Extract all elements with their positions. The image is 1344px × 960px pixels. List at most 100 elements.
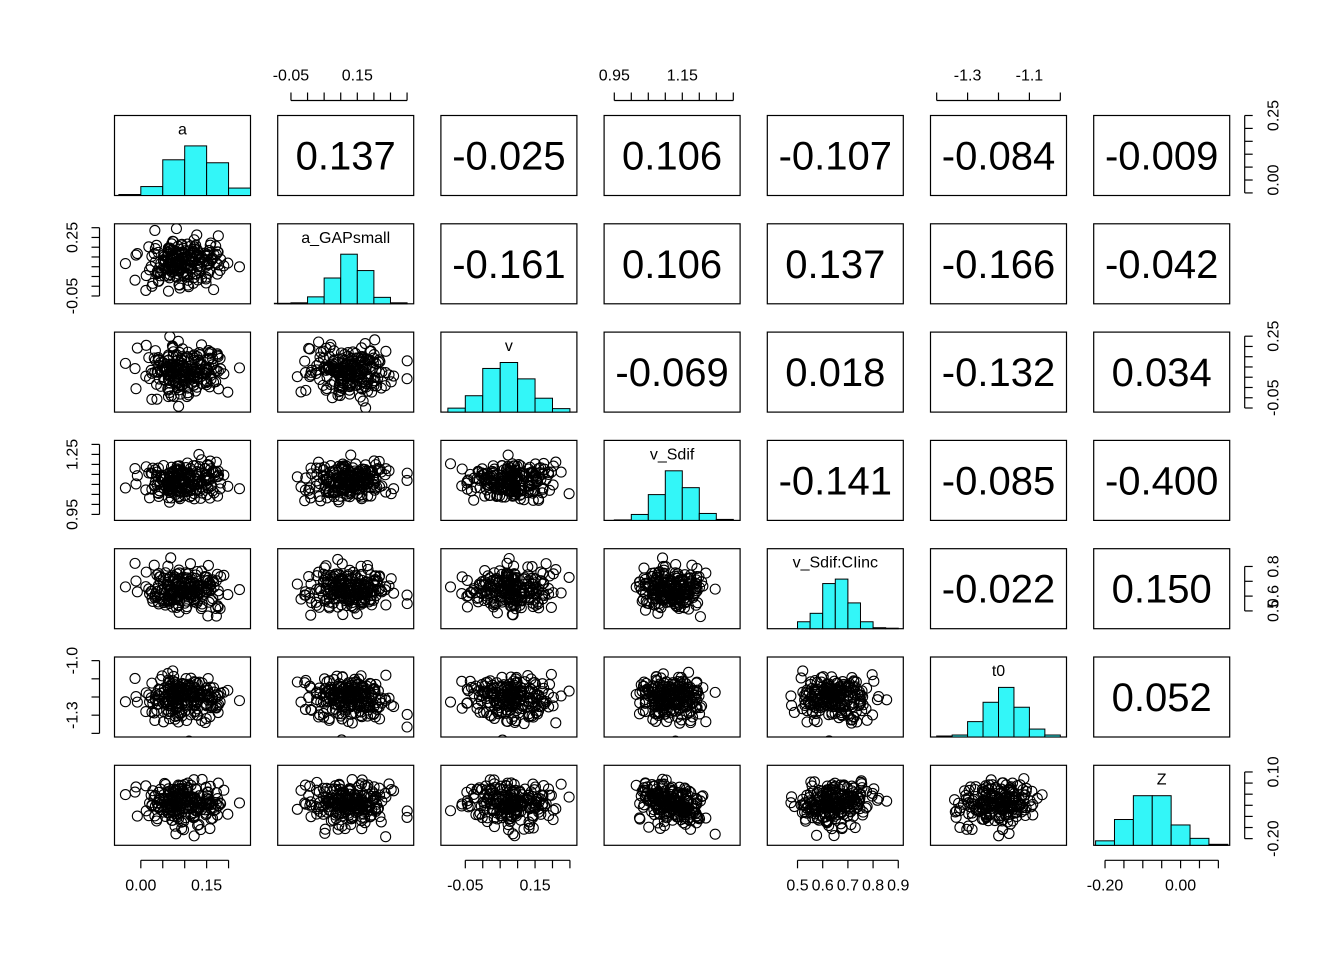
scatter-point — [513, 806, 525, 818]
scatter-point — [801, 807, 813, 819]
histogram-bar — [517, 378, 536, 413]
scatter-point — [194, 349, 206, 361]
tick-label: -0.20 — [1087, 877, 1124, 894]
scatter-point — [183, 281, 195, 293]
scatter-point — [148, 559, 160, 571]
scatter-point — [650, 593, 662, 605]
scatter-point — [194, 461, 206, 473]
scatter-point — [178, 481, 190, 494]
scatter-point — [210, 575, 222, 587]
panel-frame — [277, 764, 415, 846]
scatter-point — [654, 587, 666, 599]
scatter-point — [658, 567, 670, 579]
scatter-point — [841, 782, 853, 794]
panel-frame — [113, 764, 252, 846]
scatter-point — [333, 460, 345, 472]
scatter-point — [510, 471, 522, 483]
panel-6-1 — [277, 764, 415, 846]
scatter-point — [1026, 785, 1038, 797]
scatter-point — [356, 383, 368, 395]
scatter-point — [172, 716, 184, 728]
panel-1-1: a_GAPsmall — [273, 223, 415, 305]
panel-frame — [766, 764, 904, 846]
scatter-point — [143, 352, 155, 364]
scatter-point — [337, 608, 349, 621]
scatter-point — [321, 382, 333, 395]
scatter-point — [233, 797, 246, 809]
scatter-point — [204, 822, 216, 835]
scatter-point — [418, 694, 428, 704]
scatter-point — [550, 803, 562, 815]
scatter-point — [166, 482, 178, 494]
scatter-point — [527, 711, 539, 723]
tick-label: 0.25 — [65, 222, 82, 253]
histogram-bar — [1132, 795, 1153, 846]
scatter-points — [291, 334, 413, 413]
scatter-point — [202, 559, 214, 571]
scatter-point — [166, 340, 179, 352]
scatter-point — [295, 481, 307, 493]
scatter-point — [193, 448, 205, 460]
scatter-point — [371, 576, 383, 588]
histogram-bar — [1028, 728, 1046, 738]
scatter-point — [208, 284, 220, 296]
scatter-point — [181, 351, 193, 363]
scatter-point — [131, 696, 143, 708]
panel-5-2 — [418, 656, 578, 738]
scatter-point — [811, 829, 823, 841]
scatter-point — [650, 715, 662, 727]
panel-4-5: -0.022 — [929, 548, 1068, 630]
scatter-point — [306, 468, 318, 480]
panel-5-5: t0 — [929, 656, 1068, 738]
panel-frame — [1093, 331, 1231, 413]
panel-3-3: v_Sdif — [603, 439, 741, 521]
scatter-point — [811, 786, 824, 798]
scatter-point — [211, 268, 223, 280]
scatter-point — [468, 688, 480, 700]
scatter-point — [530, 793, 542, 805]
scatter-point — [468, 494, 480, 506]
scatter-point — [178, 368, 190, 380]
scatter-point — [854, 693, 866, 705]
scatter-point — [350, 806, 362, 818]
scatter-point — [162, 560, 174, 572]
scatter-point — [401, 355, 413, 367]
scatter-point — [827, 788, 839, 800]
histogram-bar — [184, 145, 208, 196]
scatter-point — [1019, 809, 1031, 822]
scatter-point — [672, 690, 684, 702]
scatter-point — [496, 460, 508, 472]
scatter-point — [418, 458, 428, 468]
scatter-point — [185, 809, 197, 821]
scatter-point — [376, 795, 388, 807]
scatter-point — [152, 487, 164, 499]
scatter-point — [335, 784, 347, 796]
panel-frame — [1093, 114, 1231, 197]
panel-frame — [113, 331, 252, 413]
scatter-point — [477, 796, 490, 808]
panel-frame — [277, 439, 415, 521]
scatter-point — [401, 805, 413, 817]
scatter-point — [488, 682, 500, 694]
scatter-point — [368, 575, 380, 588]
scatter-point — [222, 588, 234, 601]
scatter-point — [318, 673, 331, 685]
panel-0-0: a — [113, 114, 252, 197]
scatter-point — [172, 599, 184, 611]
scatter-point — [486, 688, 498, 700]
scatter-point — [204, 455, 216, 467]
scatter-point — [356, 597, 368, 609]
scatter-point — [333, 480, 345, 492]
panel-3-1 — [277, 439, 415, 521]
scatter-point — [639, 694, 651, 706]
scatter-point — [795, 672, 807, 684]
top-axis-3: 0.95 1.15 — [599, 68, 734, 102]
scatter-point — [993, 801, 1005, 813]
scatter-point — [650, 798, 662, 810]
scatter-point — [169, 472, 181, 484]
scatter-point — [327, 801, 339, 813]
tick-label: 0.5 — [1266, 600, 1283, 622]
scatter-point — [317, 345, 330, 357]
scatter-point — [496, 692, 508, 704]
scatter-point — [329, 686, 341, 698]
